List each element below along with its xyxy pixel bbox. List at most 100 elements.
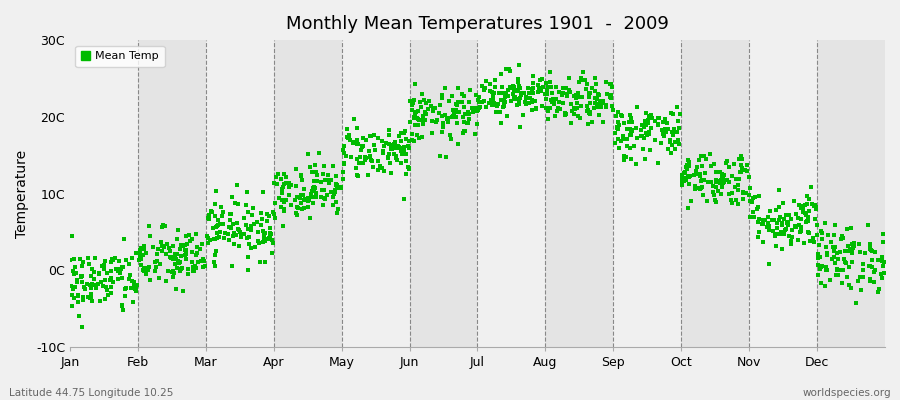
Point [363, 153, 377, 160]
Point [512, 62, 526, 69]
Point [236, 231, 250, 237]
Point [230, 226, 245, 232]
Point [344, 153, 358, 160]
Point [155, 224, 169, 230]
Point [132, 250, 147, 257]
Point [640, 132, 654, 138]
Point [455, 99, 470, 106]
Point [770, 220, 784, 226]
Point [464, 87, 478, 94]
Point [825, 244, 840, 250]
Point [751, 204, 765, 211]
Point [802, 196, 816, 202]
Point [394, 130, 409, 136]
Point [511, 79, 526, 85]
Point [876, 230, 890, 237]
Point [202, 235, 216, 242]
Point [623, 145, 637, 152]
Point [681, 157, 696, 163]
Point [709, 178, 724, 185]
Point [526, 79, 540, 86]
Point [651, 160, 665, 166]
Point [583, 100, 598, 107]
Point [158, 222, 172, 229]
Point [709, 169, 724, 176]
Point [518, 99, 532, 105]
Point [614, 138, 628, 144]
Point [435, 112, 449, 119]
Point [508, 95, 522, 102]
Point [672, 140, 687, 147]
Point [543, 78, 557, 85]
Point [373, 163, 387, 169]
Point [604, 92, 618, 98]
Point [821, 232, 835, 238]
Point [322, 180, 337, 186]
Point [519, 100, 534, 107]
Point [410, 131, 424, 138]
Point [382, 150, 396, 157]
Point [85, 298, 99, 304]
Point [355, 143, 369, 150]
Point [114, 302, 129, 308]
Point [255, 216, 269, 222]
Point [603, 94, 617, 100]
Point [451, 98, 465, 105]
Point [810, 232, 824, 238]
Point [680, 205, 695, 211]
Point [253, 259, 267, 266]
Point [501, 66, 516, 73]
Point [140, 271, 154, 277]
Point [677, 175, 691, 181]
Point [270, 181, 284, 187]
Point [840, 226, 854, 233]
Point [590, 101, 605, 108]
Point [568, 105, 582, 112]
Point [868, 248, 882, 255]
Point [418, 97, 432, 104]
Point [137, 246, 151, 252]
Point [875, 275, 889, 281]
Point [862, 277, 877, 283]
Point [72, 313, 86, 319]
Point [207, 213, 221, 220]
Point [127, 278, 141, 285]
Point [628, 160, 643, 167]
Point [194, 258, 209, 264]
Point [778, 227, 793, 234]
Point [166, 269, 181, 276]
Point [503, 68, 517, 75]
Point [337, 142, 351, 149]
Point [181, 266, 195, 272]
Point [374, 164, 389, 171]
Point [630, 135, 644, 141]
Point [580, 121, 595, 127]
Point [172, 260, 186, 266]
Point [664, 110, 679, 116]
Point [756, 221, 770, 227]
Point [681, 163, 696, 169]
Point [310, 178, 324, 184]
Point [800, 218, 814, 224]
Point [570, 105, 584, 111]
Point [716, 180, 730, 186]
Point [251, 238, 266, 245]
Point [303, 194, 318, 200]
Point [693, 186, 707, 192]
Point [726, 161, 741, 168]
Point [506, 83, 520, 89]
Point [307, 184, 321, 190]
Point [201, 214, 215, 221]
Point [399, 171, 413, 177]
Point [334, 185, 348, 191]
Point [691, 157, 706, 163]
Point [574, 94, 589, 100]
Point [670, 104, 684, 110]
Point [124, 278, 139, 284]
Point [530, 89, 544, 95]
Point [175, 253, 189, 260]
Point [302, 197, 316, 204]
Point [626, 142, 641, 149]
Point [336, 169, 350, 175]
Point [307, 188, 321, 194]
